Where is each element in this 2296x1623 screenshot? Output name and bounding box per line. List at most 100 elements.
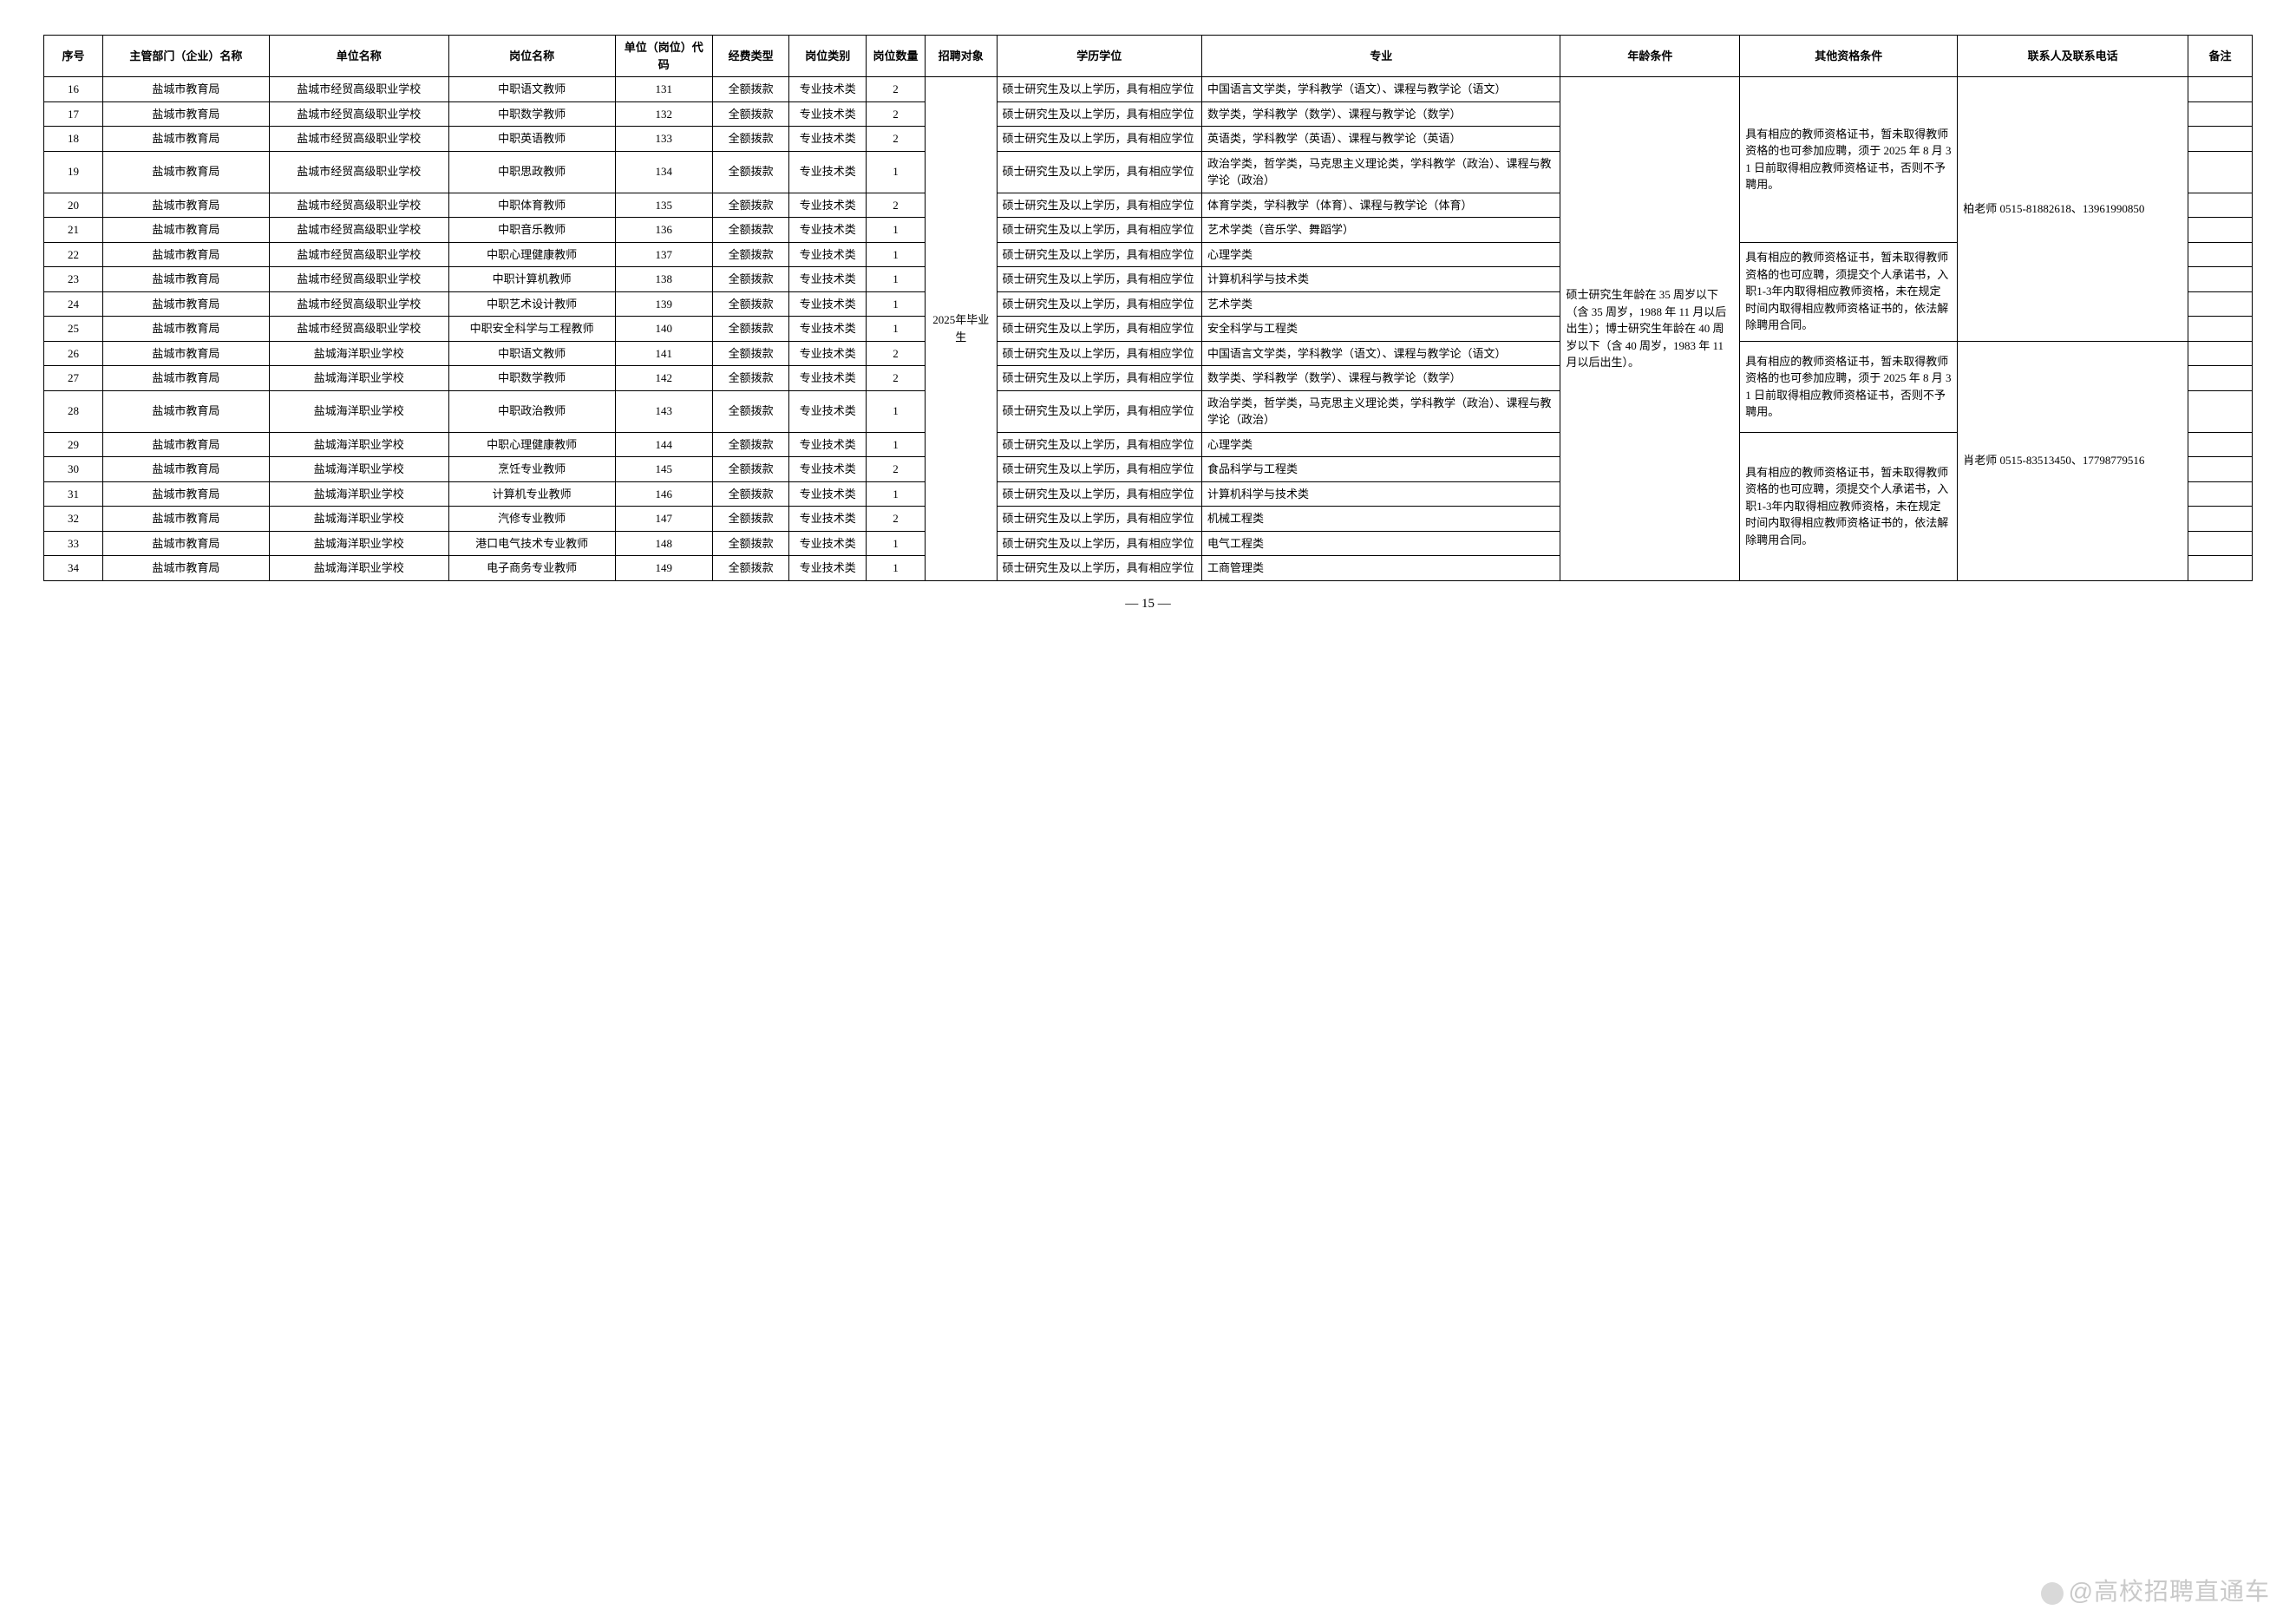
cell-note bbox=[2188, 341, 2253, 366]
cell-note bbox=[2188, 151, 2253, 193]
cell-dept: 盐城市教育局 bbox=[102, 556, 269, 581]
cell-code: 131 bbox=[615, 77, 712, 102]
cell-dept: 盐城市教育局 bbox=[102, 77, 269, 102]
cell-major: 安全科学与工程类 bbox=[1201, 317, 1560, 342]
cell-idx: 22 bbox=[44, 242, 103, 267]
cell-pos: 计算机专业教师 bbox=[448, 481, 615, 507]
cell-pos: 烹饪专业教师 bbox=[448, 457, 615, 482]
th-cat: 岗位类别 bbox=[789, 36, 867, 77]
cell-major: 计算机科学与技术类 bbox=[1201, 481, 1560, 507]
cell-edu: 硕士研究生及以上学历，具有相应学位 bbox=[997, 127, 1201, 152]
table-header-row: 序号 主管部门（企业）名称 单位名称 岗位名称 单位（岗位）代码 经费类型 岗位… bbox=[44, 36, 2253, 77]
cell-major: 机械工程类 bbox=[1201, 507, 1560, 532]
cell-major: 食品科学与工程类 bbox=[1201, 457, 1560, 482]
cell-cat: 专业技术类 bbox=[789, 193, 867, 218]
cell-cat: 专业技术类 bbox=[789, 127, 867, 152]
cell-cat: 专业技术类 bbox=[789, 366, 867, 391]
cell-dept: 盐城市教育局 bbox=[102, 317, 269, 342]
cell-idx: 19 bbox=[44, 151, 103, 193]
cell-dept: 盐城市教育局 bbox=[102, 390, 269, 432]
cell-fund: 全额拨款 bbox=[712, 481, 789, 507]
cell-fund: 全额拨款 bbox=[712, 218, 789, 243]
cell-unit: 盐城市经贸高级职业学校 bbox=[269, 193, 448, 218]
cell-edu: 硕士研究生及以上学历，具有相应学位 bbox=[997, 507, 1201, 532]
cell-dept: 盐城市教育局 bbox=[102, 242, 269, 267]
cell-idx: 17 bbox=[44, 101, 103, 127]
cell-pos: 中职艺术设计教师 bbox=[448, 291, 615, 317]
cell-num: 1 bbox=[867, 531, 926, 556]
cell-edu: 硕士研究生及以上学历，具有相应学位 bbox=[997, 341, 1201, 366]
cell-dept: 盐城市教育局 bbox=[102, 101, 269, 127]
table-row: 16盐城市教育局盐城市经贸高级职业学校中职语文教师131全额拨款专业技术类220… bbox=[44, 77, 2253, 102]
cell-dept: 盐城市教育局 bbox=[102, 366, 269, 391]
cell-major: 中国语言文学类，学科教学（语文）、课程与教学论（语文） bbox=[1201, 77, 1560, 102]
cell-code: 140 bbox=[615, 317, 712, 342]
cell-major: 心理学类 bbox=[1201, 432, 1560, 457]
cell-code: 145 bbox=[615, 457, 712, 482]
cell-note bbox=[2188, 366, 2253, 391]
cell-note bbox=[2188, 390, 2253, 432]
cell-code: 142 bbox=[615, 366, 712, 391]
cell-note bbox=[2188, 291, 2253, 317]
th-major: 专业 bbox=[1201, 36, 1560, 77]
cell-pos: 汽修专业教师 bbox=[448, 507, 615, 532]
cell-code: 134 bbox=[615, 151, 712, 193]
cell-unit: 盐城市经贸高级职业学校 bbox=[269, 151, 448, 193]
cell-cat: 专业技术类 bbox=[789, 432, 867, 457]
cell-note bbox=[2188, 531, 2253, 556]
cell-dept: 盐城市教育局 bbox=[102, 193, 269, 218]
cell-cat: 专业技术类 bbox=[789, 390, 867, 432]
cell-code: 143 bbox=[615, 390, 712, 432]
cell-fund: 全额拨款 bbox=[712, 457, 789, 482]
cell-cat: 专业技术类 bbox=[789, 317, 867, 342]
cell-edu: 硕士研究生及以上学历，具有相应学位 bbox=[997, 457, 1201, 482]
cell-pos: 电子商务专业教师 bbox=[448, 556, 615, 581]
cell-num: 1 bbox=[867, 218, 926, 243]
cell-code: 146 bbox=[615, 481, 712, 507]
cell-unit: 盐城海洋职业学校 bbox=[269, 390, 448, 432]
cell-unit: 盐城市经贸高级职业学校 bbox=[269, 218, 448, 243]
cell-note bbox=[2188, 556, 2253, 581]
cell-code: 141 bbox=[615, 341, 712, 366]
cell-note bbox=[2188, 481, 2253, 507]
cell-edu: 硕士研究生及以上学历，具有相应学位 bbox=[997, 218, 1201, 243]
cell-cat: 专业技术类 bbox=[789, 267, 867, 292]
cell-num: 2 bbox=[867, 193, 926, 218]
cell-pos: 中职英语教师 bbox=[448, 127, 615, 152]
cell-num: 2 bbox=[867, 366, 926, 391]
cell-pos: 中职思政教师 bbox=[448, 151, 615, 193]
cell-major: 体育学类，学科教学（体育）、课程与教学论（体育） bbox=[1201, 193, 1560, 218]
cell-pos: 中职心理健康教师 bbox=[448, 432, 615, 457]
cell-code: 147 bbox=[615, 507, 712, 532]
cell-num: 1 bbox=[867, 390, 926, 432]
cell-num: 1 bbox=[867, 267, 926, 292]
th-edu: 学历学位 bbox=[997, 36, 1201, 77]
th-unit: 单位名称 bbox=[269, 36, 448, 77]
cell-idx: 32 bbox=[44, 507, 103, 532]
cell-contact: 柏老师 0515-81882618、13961990850 bbox=[1958, 77, 2188, 342]
table-row: 29盐城市教育局盐城海洋职业学校中职心理健康教师144全额拨款专业技术类1硕士研… bbox=[44, 432, 2253, 457]
cell-idx: 31 bbox=[44, 481, 103, 507]
cell-other: 具有相应的教师资格证书，暂未取得教师资格的也可应聘，须提交个人承诺书，入职1-3… bbox=[1740, 432, 1958, 580]
cell-edu: 硕士研究生及以上学历，具有相应学位 bbox=[997, 291, 1201, 317]
cell-fund: 全额拨款 bbox=[712, 390, 789, 432]
cell-idx: 30 bbox=[44, 457, 103, 482]
cell-idx: 28 bbox=[44, 390, 103, 432]
cell-dept: 盐城市教育局 bbox=[102, 481, 269, 507]
th-other: 其他资格条件 bbox=[1740, 36, 1958, 77]
cell-major: 政治学类，哲学类，马克思主义理论类，学科教学（政治）、课程与教学论（政治） bbox=[1201, 390, 1560, 432]
cell-fund: 全额拨款 bbox=[712, 291, 789, 317]
cell-pos: 港口电气技术专业教师 bbox=[448, 531, 615, 556]
cell-idx: 27 bbox=[44, 366, 103, 391]
cell-pos: 中职数学教师 bbox=[448, 366, 615, 391]
cell-code: 132 bbox=[615, 101, 712, 127]
cell-edu: 硕士研究生及以上学历，具有相应学位 bbox=[997, 366, 1201, 391]
th-fund: 经费类型 bbox=[712, 36, 789, 77]
cell-dept: 盐城市教育局 bbox=[102, 531, 269, 556]
cell-age: 硕士研究生年龄在 35 周岁以下（含 35 周岁，1988 年 11 月以后出生… bbox=[1560, 77, 1740, 581]
cell-cat: 专业技术类 bbox=[789, 507, 867, 532]
cell-cat: 专业技术类 bbox=[789, 481, 867, 507]
cell-edu: 硕士研究生及以上学历，具有相应学位 bbox=[997, 531, 1201, 556]
cell-fund: 全额拨款 bbox=[712, 127, 789, 152]
cell-fund: 全额拨款 bbox=[712, 317, 789, 342]
